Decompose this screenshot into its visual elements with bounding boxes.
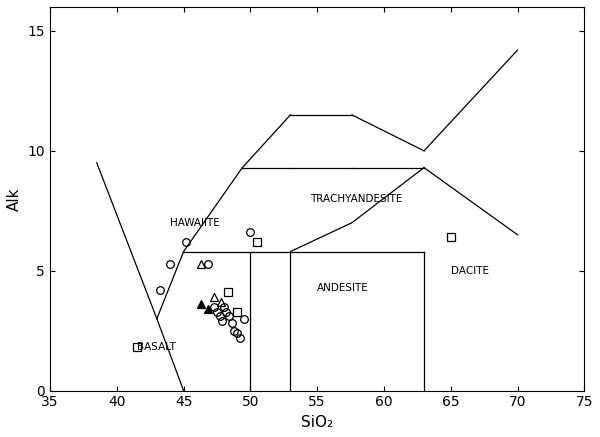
Text: ANDESITE: ANDESITE [317,283,369,292]
Text: BASALT: BASALT [137,343,176,353]
X-axis label: SiO₂: SiO₂ [301,415,333,430]
Y-axis label: Alk: Alk [7,187,22,211]
Text: DACITE: DACITE [451,266,489,276]
Text: HAWAIITE: HAWAIITE [170,218,220,228]
Text: TRACHYANDESITE: TRACHYANDESITE [310,194,403,204]
